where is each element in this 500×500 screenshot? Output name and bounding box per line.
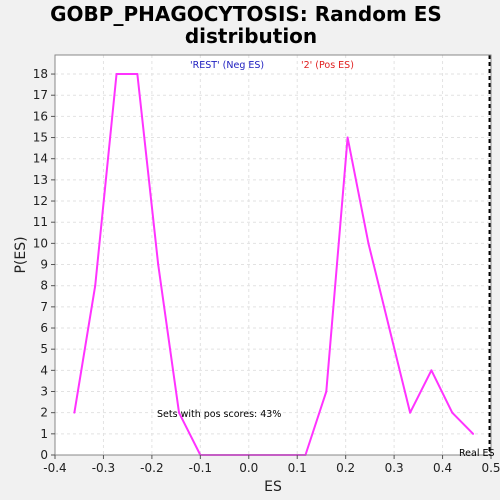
y-axis-label: P(ES) bbox=[13, 236, 29, 273]
y-tick-label: 8 bbox=[40, 279, 48, 293]
data-point bbox=[325, 390, 328, 393]
data-point bbox=[115, 73, 118, 76]
y-tick-label: 6 bbox=[40, 321, 48, 335]
data-point bbox=[472, 432, 475, 435]
y-tick-label: 1 bbox=[40, 427, 48, 441]
plot-frame bbox=[54, 54, 492, 456]
x-tick-label: 0.3 bbox=[385, 461, 404, 475]
x-tick-label: 0.0 bbox=[239, 461, 258, 475]
y-tick-label: 5 bbox=[40, 342, 48, 356]
y-tick-label: 18 bbox=[33, 67, 48, 81]
data-point bbox=[409, 411, 412, 414]
series-line bbox=[73, 73, 474, 456]
y-tick-label: 13 bbox=[33, 173, 48, 187]
data-point bbox=[94, 284, 97, 287]
axes: -0.4 -0.3 -0.2 -0.1 0.0 0.1 0.2 0.3 0.4 0.5012345… bbox=[33, 67, 500, 475]
real-es-label: Real ES bbox=[459, 448, 495, 459]
series-layer bbox=[73, 73, 475, 456]
chart-title-line2: distribution bbox=[185, 24, 317, 48]
data-point bbox=[451, 411, 454, 414]
y-tick-label: 3 bbox=[40, 385, 48, 399]
data-point bbox=[157, 263, 160, 266]
data-point bbox=[430, 369, 433, 372]
y-tick-label: 0 bbox=[40, 448, 48, 462]
x-tick-label: -0.1 bbox=[189, 461, 212, 475]
y-tick-label: 11 bbox=[33, 215, 48, 229]
data-point bbox=[136, 73, 139, 76]
data-point bbox=[178, 411, 181, 414]
x-tick-label: -0.3 bbox=[92, 461, 115, 475]
legend-neg-es: 'REST' (Neg ES) bbox=[190, 60, 264, 71]
y-tick-label: 7 bbox=[40, 300, 48, 314]
x-tick-label: 0.2 bbox=[336, 461, 355, 475]
x-tick-label: -0.2 bbox=[140, 461, 163, 475]
y-tick-label: 14 bbox=[33, 152, 48, 166]
data-point bbox=[367, 242, 370, 245]
y-tick-label: 10 bbox=[33, 236, 48, 250]
data-point bbox=[73, 411, 76, 414]
legend-pos-es: '2' (Pos ES) bbox=[301, 60, 354, 71]
x-tick-label: 0.5 bbox=[481, 461, 500, 475]
y-tick-label: 4 bbox=[40, 363, 48, 377]
data-point bbox=[388, 327, 391, 330]
y-tick-label: 17 bbox=[33, 88, 48, 102]
x-tick-label: 0.4 bbox=[433, 461, 452, 475]
x-axis-label: ES bbox=[264, 479, 282, 495]
y-tick-label: 15 bbox=[33, 131, 48, 145]
grid bbox=[54, 55, 492, 456]
x-tick-label: 0.1 bbox=[288, 461, 307, 475]
y-tick-label: 2 bbox=[40, 406, 48, 420]
plot-area bbox=[55, 55, 491, 455]
y-tick-label: 9 bbox=[40, 258, 48, 272]
pos-score-annotation: Sets with pos scores: 43% bbox=[157, 409, 281, 420]
y-tick-label: 16 bbox=[33, 109, 48, 123]
x-tick-label: -0.4 bbox=[43, 461, 66, 475]
chart-title: GOBP_PHAGOCYTOSIS: Random ES bbox=[50, 2, 442, 26]
y-tick-label: 12 bbox=[33, 194, 48, 208]
data-point bbox=[346, 136, 349, 139]
